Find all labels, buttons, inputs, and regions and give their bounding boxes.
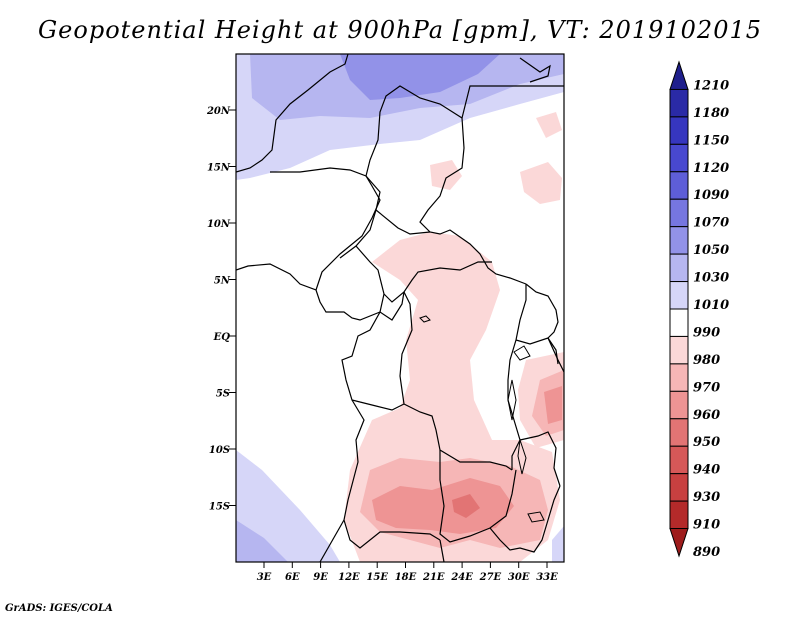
colorbar: 1210 1180 1150 1120 1090 1070 1050 1030 1010 990 9… <box>669 60 729 560</box>
lakes <box>419 315 545 523</box>
colorbar-swatch <box>669 445 689 475</box>
colorbar-swatch <box>669 335 689 365</box>
lon-label: 6E <box>285 572 300 583</box>
colorbar-label: 930 <box>693 490 720 505</box>
colorbar-label: 1150 <box>693 133 729 148</box>
colorbar-label: 1050 <box>693 243 729 258</box>
map-frame <box>235 53 565 563</box>
colorbar-swatch <box>669 198 689 228</box>
colorbar-label: 1070 <box>693 216 729 231</box>
lat-label: 20N <box>206 106 231 117</box>
colorbar-label: 940 <box>693 463 720 478</box>
colorbar-label: 960 <box>693 408 720 423</box>
lat-label: 5S <box>216 389 230 400</box>
colorbar-label: 950 <box>693 435 720 450</box>
lon-label: 21E <box>422 572 445 583</box>
lon-label: 27E <box>479 572 502 583</box>
colorbar-swatch <box>669 60 689 90</box>
colorbar-swatch <box>669 473 689 502</box>
colorbar-label: 910 <box>693 518 720 533</box>
colorbar-swatch <box>669 253 689 283</box>
colorbar-swatch <box>669 143 689 173</box>
colorbar-swatch <box>669 308 689 337</box>
colorbar-swatch <box>669 116 689 145</box>
lat-label: 5N <box>214 276 231 287</box>
colorbar-swatch <box>669 363 689 392</box>
lat-label: EQ <box>213 332 231 343</box>
grads-credit: GrADS: IGES/COLA <box>5 603 113 614</box>
lat-label: 10N <box>207 219 231 230</box>
lon-label: 9E <box>313 572 328 583</box>
colorbar-label: 980 <box>693 353 720 368</box>
colorbar-swatch <box>669 88 689 118</box>
colorbar-swatch <box>669 500 689 530</box>
colorbar-swatch <box>669 390 689 420</box>
map-title: Geopotential Height at 900hPa [gpm], VT:… <box>38 16 762 44</box>
colorbar-label: 890 <box>693 545 720 560</box>
colorbar-label: 1030 <box>693 271 729 286</box>
lat-label: 10S <box>209 445 230 456</box>
lat-label: 15S <box>209 502 230 513</box>
colorbar-swatch <box>669 418 689 447</box>
lon-label: 15E <box>366 572 388 583</box>
colorbar-swatch <box>669 226 689 255</box>
colorbar-swatch <box>669 281 689 310</box>
latitude-axis: 20N 15N 10N 5N EQ 5S 10S 15S <box>206 106 236 513</box>
lon-label: 12E <box>338 572 360 583</box>
lon-label: 18E <box>395 572 417 583</box>
colorbar-label: 1180 <box>693 106 729 121</box>
colorbar-swatch <box>669 171 689 200</box>
colorbar-swatch <box>669 528 689 558</box>
lon-label: 3E <box>257 572 272 583</box>
country-borders <box>236 54 564 562</box>
colorbar-label: 1090 <box>693 188 729 203</box>
lat-label: 15N <box>207 163 231 174</box>
lon-label: 33E <box>536 572 558 583</box>
lon-label: 24E <box>450 572 473 583</box>
longitude-axis: 3E 6E 9E 12E 15E 18E 21E 24E 27E 30E 33E <box>257 562 558 583</box>
colorbar-label: 1120 <box>693 161 729 176</box>
colorbar-label: 970 <box>693 380 720 395</box>
lon-label: 30E <box>508 572 530 583</box>
colorbar-label: 1210 <box>693 78 729 93</box>
colorbar-label: 990 <box>693 325 720 340</box>
colorbar-label: 1010 <box>693 298 729 313</box>
